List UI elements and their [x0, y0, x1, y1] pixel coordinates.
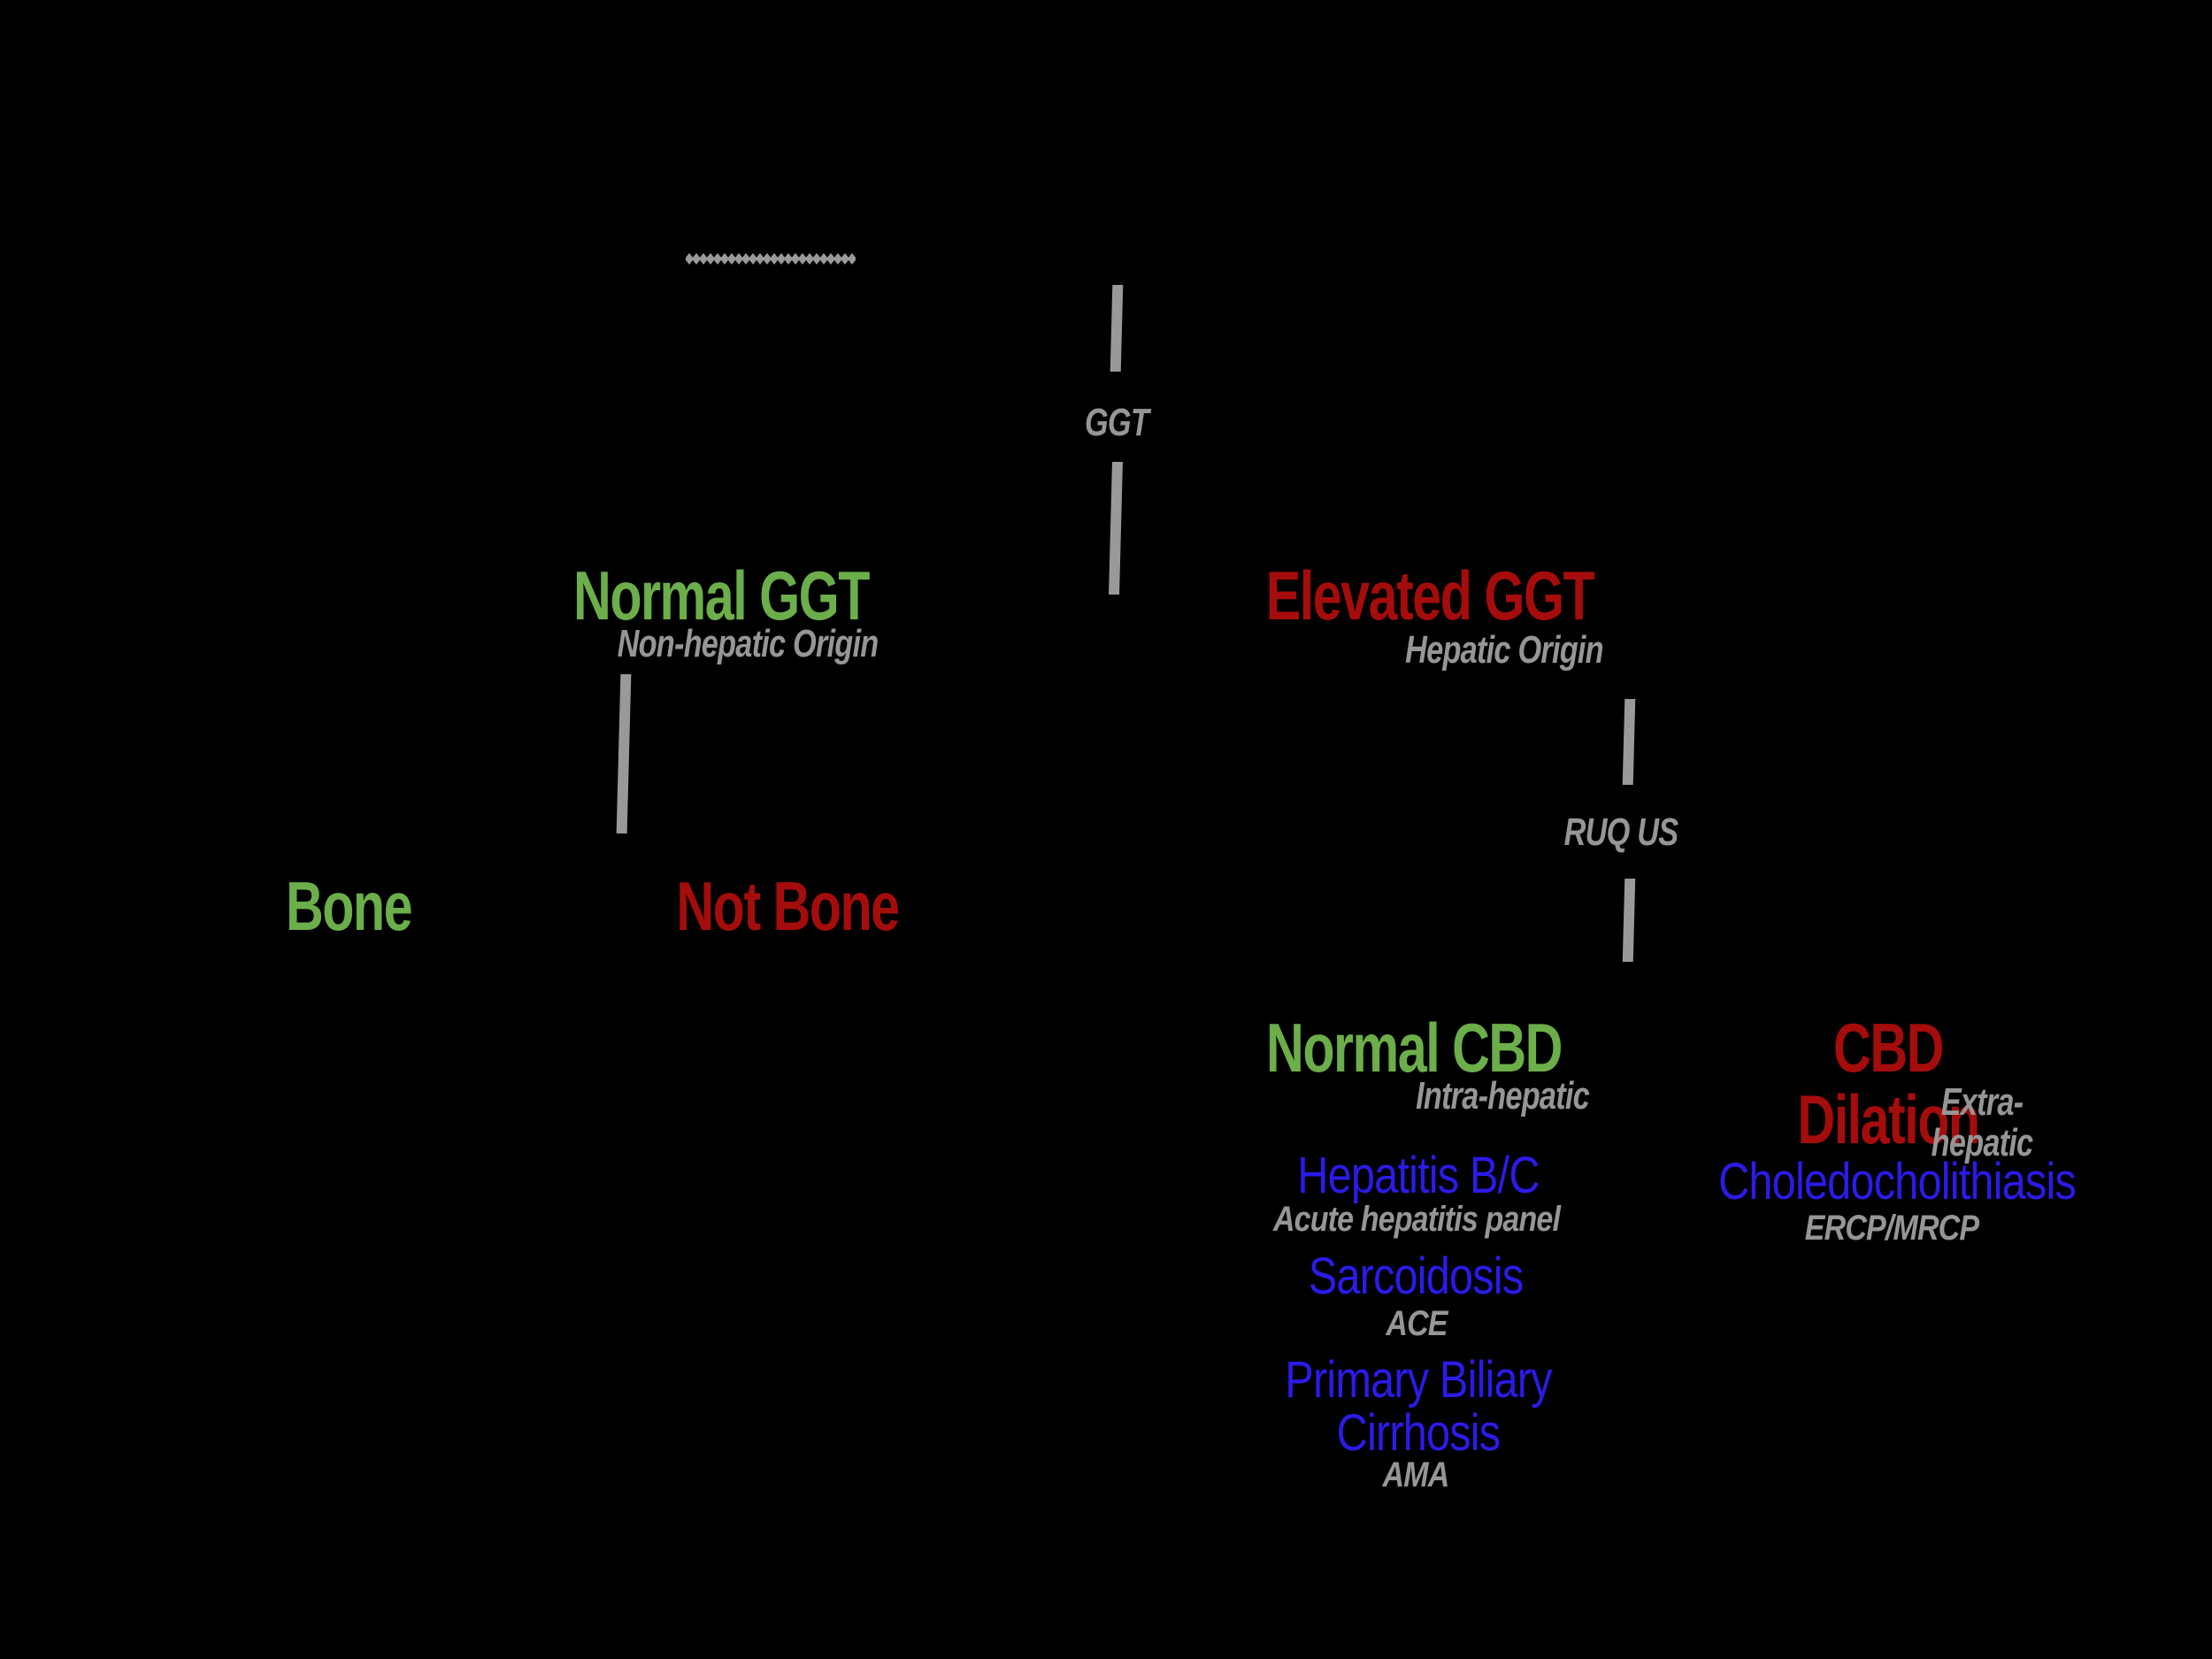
node-normal-cbd-label: Normal CBD	[1266, 1009, 1563, 1087]
node-cbd-dilation-sublabel: Extra-hepatic	[1931, 1080, 2033, 1164]
node-elevated-ggt-sublabel: Hepatic Origin	[1405, 628, 1603, 672]
node-sarcoidosis-label: Sarcoidosis	[1308, 1248, 1524, 1305]
connector-title-to-ggt	[1110, 285, 1124, 372]
node-normal-ggt-label: Normal GGT	[573, 557, 870, 634]
node-hepatitis-bc-label: Hepatitis B/C	[1297, 1147, 1540, 1204]
node-ggt-test-label: GGT	[1084, 401, 1149, 444]
node-primary-biliary-cirrhosis-sublabel: AMA	[1382, 1455, 1450, 1494]
node-choledocholithiasis-sublabel: ERCP/MRCP	[1804, 1209, 1979, 1248]
node-normal-ggt-sublabel: Non-hepatic Origin	[617, 622, 879, 665]
node-primary-biliary-cirrhosis-label: Primary Biliary Cirrhosis	[1285, 1351, 1552, 1463]
connector-elevatedggt-to-ruqus	[1622, 699, 1636, 785]
title-highlight-squiggle	[686, 253, 856, 265]
node-bone-label: Bone	[285, 867, 413, 945]
node-cbd-dilation-label: CBD Dilation	[1797, 1009, 1980, 1159]
node-hepatitis-bc-sublabel: Acute hepatitis panel	[1272, 1200, 1561, 1239]
connector-ggt-to-branches	[1109, 462, 1123, 595]
node-ruq-us-test-label: RUQ US	[1563, 810, 1679, 854]
connector-ruqus-to-cbd	[1622, 879, 1636, 962]
node-sarcoidosis-sublabel: ACE	[1386, 1304, 1448, 1343]
connector-normalggt-to-bone	[616, 674, 632, 833]
node-choledocholithiasis-label: Choledocholithiasis	[1718, 1153, 2077, 1210]
node-not-bone-label: Not Bone	[676, 867, 900, 945]
node-normal-cbd-sublabel: Intra-hepatic	[1416, 1074, 1590, 1118]
node-elevated-ggt-label: Elevated GGT	[1265, 557, 1595, 634]
